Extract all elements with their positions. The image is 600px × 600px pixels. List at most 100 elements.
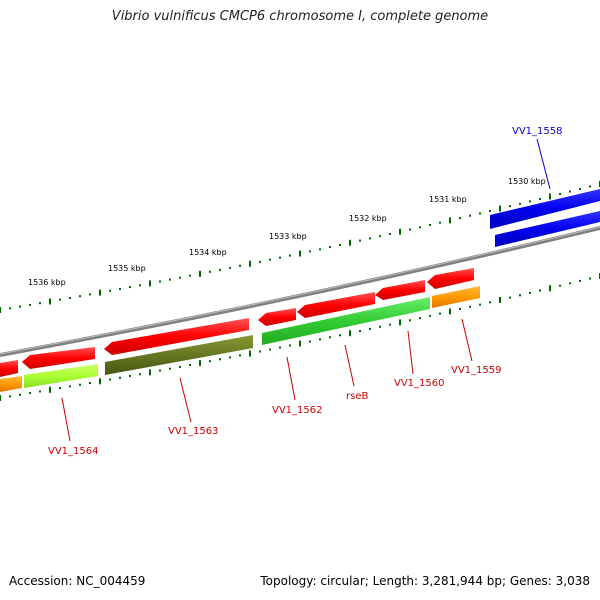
gene-arrow-lime[interactable] — [24, 364, 98, 388]
scale-tick — [109, 289, 111, 292]
gene-arrow-red[interactable] — [104, 318, 249, 355]
accession-text: Accession: NC_004459 — [9, 574, 146, 588]
scale-tick — [69, 297, 71, 299]
scale-tick — [149, 280, 151, 287]
gene-arrow-red[interactable] — [427, 268, 474, 289]
scale-tick — [559, 193, 561, 195]
scale-tick — [459, 308, 461, 311]
gene-arrow-blue[interactable] — [490, 189, 600, 229]
scale-tick — [429, 314, 431, 317]
scale-tick — [209, 270, 211, 273]
scale-tick — [359, 239, 361, 242]
scale-labels: 1536 kbp 1535 kbp 1534 kbp 1533 kbp 1532… — [28, 177, 546, 287]
gene-arrow-red[interactable] — [258, 308, 296, 326]
scale-tick — [309, 340, 311, 343]
scale-tick — [369, 327, 371, 330]
scale-tick — [539, 197, 541, 200]
scale-tick — [379, 235, 381, 238]
scale-tick — [339, 244, 341, 246]
scale-tick — [549, 193, 551, 200]
gene-arrow-red[interactable] — [22, 347, 95, 369]
scale-tick — [79, 295, 81, 298]
scale-tick — [129, 286, 131, 289]
gene-arrow-red[interactable] — [375, 280, 425, 300]
scale-tick — [9, 307, 11, 310]
scale-tick — [469, 214, 471, 217]
scale-tick — [409, 319, 411, 322]
scale-tick — [139, 373, 141, 376]
scale-tick — [119, 288, 121, 290]
scale-tick — [159, 369, 161, 372]
gene-arrow-blue[interactable] — [495, 211, 600, 247]
scale-tick — [279, 346, 281, 349]
scale-tick — [309, 250, 311, 253]
scale-tick — [199, 270, 201, 277]
scale-tick — [199, 360, 201, 367]
gene-track-blue — [490, 189, 600, 247]
scale-tick — [509, 296, 511, 299]
scale-label-1535: 1535 kbp — [108, 264, 146, 273]
scale-tick — [539, 289, 541, 292]
label-leaders — [61, 138, 551, 442]
scale-label-1533: 1533 kbp — [269, 232, 307, 241]
scale-tick — [0, 307, 1, 313]
scale-tick — [239, 354, 241, 357]
scale-tick — [19, 305, 21, 308]
scale-tick — [259, 350, 261, 353]
scale-tick — [569, 190, 571, 193]
scale-tick — [399, 319, 401, 326]
gene-arrow-red[interactable] — [0, 360, 18, 377]
scale-tick — [39, 390, 41, 393]
scale-tick — [569, 282, 571, 285]
gene-arrow-orange[interactable] — [432, 286, 480, 308]
scale-tick — [519, 202, 521, 205]
scale-tick — [369, 237, 371, 240]
gene-arrow-red[interactable] — [297, 292, 375, 318]
scale-tick — [39, 302, 41, 305]
scale-tick — [349, 330, 351, 337]
scale-tick — [559, 284, 561, 287]
gene-label-rseb: rseB — [346, 391, 368, 402]
scale-tick — [579, 279, 581, 282]
gene-arrow-olive[interactable] — [105, 335, 253, 375]
map-title: Vibrio vulnificus CMCP6 chromosome I, co… — [111, 9, 489, 24]
scale-tick — [449, 308, 451, 315]
gene-arrow-orange[interactable] — [0, 376, 22, 392]
scale-tick — [219, 358, 221, 361]
scale-tick — [49, 298, 51, 305]
scale-tick — [59, 387, 61, 390]
scale-tick — [119, 376, 121, 379]
scale-tick — [469, 305, 471, 308]
scale-tick — [159, 280, 161, 283]
scale-tick — [189, 364, 191, 366]
gene-track-red — [0, 268, 474, 377]
scale-tick — [479, 303, 481, 306]
scale-tick — [449, 217, 451, 224]
scale-ticks-outer — [0, 181, 600, 313]
scale-tick — [149, 369, 151, 376]
scale-tick — [139, 284, 141, 287]
scale-tick — [409, 228, 411, 231]
scale-tick — [129, 375, 131, 377]
scale-tick — [209, 360, 211, 363]
scale-tick — [489, 210, 491, 212]
gene-arrow-green[interactable] — [262, 297, 430, 345]
scale-tick — [389, 323, 391, 326]
scale-tick — [289, 254, 291, 257]
scale-tick — [9, 395, 11, 398]
scale-tick — [529, 200, 531, 203]
topology-summary: Topology: circular; Length: 3,281,944 bp… — [260, 574, 590, 588]
scale-tick — [259, 260, 261, 263]
scale-tick — [419, 317, 421, 320]
scale-tick — [379, 325, 381, 328]
scale-tick — [99, 378, 101, 385]
scale-tick — [29, 303, 31, 306]
scale-label-1534: 1534 kbp — [189, 248, 227, 257]
scale-tick — [509, 205, 511, 208]
scale-tick — [479, 212, 481, 215]
scale-tick — [219, 268, 221, 271]
scale-tick — [329, 246, 331, 249]
gene-track-lower — [0, 286, 480, 392]
scale-tick — [349, 239, 351, 246]
